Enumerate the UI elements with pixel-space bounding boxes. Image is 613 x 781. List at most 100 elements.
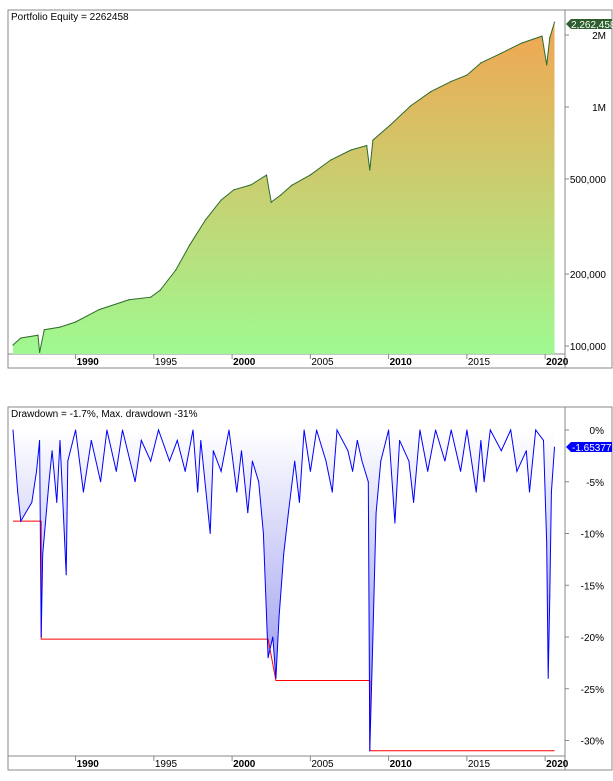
drawdown-point <box>356 439 358 441</box>
equity-point <box>280 194 282 196</box>
drawdown-point <box>122 429 124 431</box>
drawdown-point <box>419 429 421 431</box>
drawdown-point <box>460 470 462 472</box>
drawdown-point <box>20 520 22 522</box>
drawdown-point <box>12 429 14 431</box>
equity-point <box>20 337 22 339</box>
drawdown-point <box>40 636 42 638</box>
drawdown-point <box>106 429 108 431</box>
drawdown-point <box>158 429 160 431</box>
drawdown-point <box>528 491 530 493</box>
drawdown-point <box>413 501 415 503</box>
equity-point <box>389 124 391 126</box>
equity-y-tick-label: 1M <box>592 103 606 114</box>
x-tick-label: 2015 <box>468 357 491 368</box>
drawdown-point <box>352 470 354 472</box>
drawdown-point <box>267 657 269 659</box>
drawdown-point <box>209 533 211 534</box>
drawdown-point <box>39 439 41 441</box>
drawdown-point <box>510 429 512 431</box>
x-tick-label: 2020 <box>546 357 569 368</box>
x-tick-label: 1990 <box>77 357 100 368</box>
x-tick-label: 2005 <box>311 759 334 770</box>
drawdown-last-value-badge: -1.65377 <box>566 442 612 454</box>
drawdown-point <box>262 533 264 534</box>
drawdown-point <box>303 429 305 431</box>
drawdown-point <box>399 439 401 441</box>
drawdown-point <box>450 429 452 431</box>
drawdown-point <box>347 450 349 452</box>
drawdown-point <box>550 491 552 493</box>
x-tick-label: 2000 <box>233 357 256 368</box>
drawdown-point <box>489 429 491 431</box>
drawdown-panel: 0% -5% -10% -15% -20% -25% -30% 1990 1995 2000 200… <box>7 406 613 771</box>
drawdown-point <box>17 491 19 493</box>
equity-point <box>521 42 523 44</box>
drawdown-point <box>184 470 186 472</box>
drawdown-y-tick-label: -20% <box>581 633 604 644</box>
drawdown-point <box>375 512 377 514</box>
drawdown-point <box>475 491 477 493</box>
x-tick-label: 2005 <box>311 357 334 368</box>
drawdown-point <box>444 460 446 462</box>
drawdown-point <box>48 481 50 483</box>
drawdown-point <box>316 429 318 431</box>
equity-point <box>220 199 222 201</box>
drawdown-point <box>535 429 537 431</box>
equity-point <box>270 201 272 203</box>
equity-point <box>466 74 468 76</box>
drawdown-title: Drawdown = -1.7%, Max. drawdown -31% <box>11 409 198 420</box>
drawdown-y-tick-label: -25% <box>581 685 604 696</box>
drawdown-point <box>553 446 555 448</box>
drawdown-point <box>31 501 33 503</box>
equity-point <box>366 144 368 147</box>
equity-point <box>409 105 412 107</box>
drawdown-point <box>408 460 410 462</box>
drawdown-point <box>220 470 222 472</box>
drawdown-point <box>294 460 296 462</box>
drawdown-point <box>192 429 194 431</box>
drawdown-point <box>100 481 102 483</box>
drawdown-point <box>169 460 170 462</box>
equity-point <box>37 334 39 336</box>
x-tick-label: 2000 <box>233 759 256 770</box>
drawdown-y-tick-label: -15% <box>581 581 604 592</box>
x-tick-label: 2010 <box>390 357 413 368</box>
equity-point <box>330 159 332 161</box>
equity-y-tick-label: 200,000 <box>570 270 607 281</box>
drawdown-point <box>546 543 548 545</box>
drawdown-point <box>35 470 37 472</box>
drawdown-point <box>287 512 289 514</box>
drawdown-point <box>394 522 396 524</box>
equity-point <box>480 62 482 64</box>
drawdown-y-tick-label: -10% <box>581 530 604 541</box>
drawdown-point <box>140 439 142 441</box>
drawdown-last-value: -1.65377 <box>572 443 612 454</box>
equity-point <box>369 169 371 171</box>
drawdown-point <box>115 470 117 472</box>
drawdown-point <box>134 481 136 483</box>
equity-point <box>500 52 502 54</box>
drawdown-point <box>483 481 485 483</box>
equity-point <box>128 299 130 301</box>
equity-point <box>546 64 548 66</box>
x-tick-label: 1995 <box>155 759 178 770</box>
drawdown-point <box>369 750 371 752</box>
equity-point <box>549 37 551 39</box>
drawdown-point <box>236 491 238 493</box>
equity-point <box>430 90 432 93</box>
drawdown-area <box>13 430 555 751</box>
x-tick-label: 1990 <box>77 759 100 770</box>
drawdown-point <box>56 501 58 503</box>
drawdown-point <box>500 450 502 452</box>
equity-point <box>553 21 556 23</box>
drawdown-point <box>367 481 369 483</box>
drawdown-point <box>525 450 527 452</box>
equity-last-value-badge: 2,262,458 <box>566 19 613 30</box>
drawdown-point <box>283 553 285 555</box>
equity-point <box>150 296 152 298</box>
equity-point <box>233 189 235 191</box>
equity-point <box>98 309 100 311</box>
equity-y-tick-label: 100,000 <box>570 342 607 353</box>
